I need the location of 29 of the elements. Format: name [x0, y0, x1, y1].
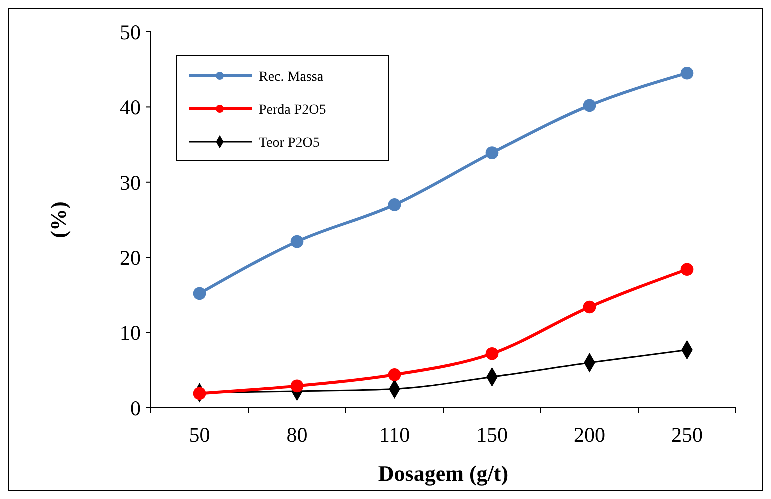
y-axis-title: (%)	[46, 202, 71, 238]
x-tick-label: 250	[672, 423, 703, 447]
point	[680, 263, 694, 276]
point	[290, 380, 304, 393]
point	[680, 66, 694, 80]
point	[193, 287, 206, 300]
legend-label: Rec. Massa	[259, 70, 324, 85]
point	[583, 300, 596, 314]
legend-label: Teor P2O5	[259, 136, 320, 151]
point	[388, 368, 402, 382]
y-tick-label: 50	[120, 20, 141, 44]
point	[193, 387, 206, 400]
x-tick-label: 50	[189, 423, 210, 447]
legend-label: Perda P2O5	[259, 102, 326, 118]
x-tick-label: 80	[286, 423, 308, 447]
y-tick-label: 40	[120, 96, 141, 120]
x-tick-label: 150	[476, 423, 508, 447]
x-tick-label: 110	[379, 423, 410, 447]
point	[388, 198, 402, 212]
y-tick-label: 30	[120, 170, 141, 195]
y-tick-label: 10	[120, 321, 141, 346]
point	[583, 99, 596, 112]
point	[486, 347, 499, 360]
point	[486, 146, 499, 160]
x-tick-label: 200	[574, 423, 606, 447]
x-axis-title: Dosagem (g/t)	[378, 461, 509, 486]
point	[290, 235, 304, 248]
y-tick-label: 0	[130, 396, 141, 420]
y-tick-label: 20	[120, 246, 141, 270]
